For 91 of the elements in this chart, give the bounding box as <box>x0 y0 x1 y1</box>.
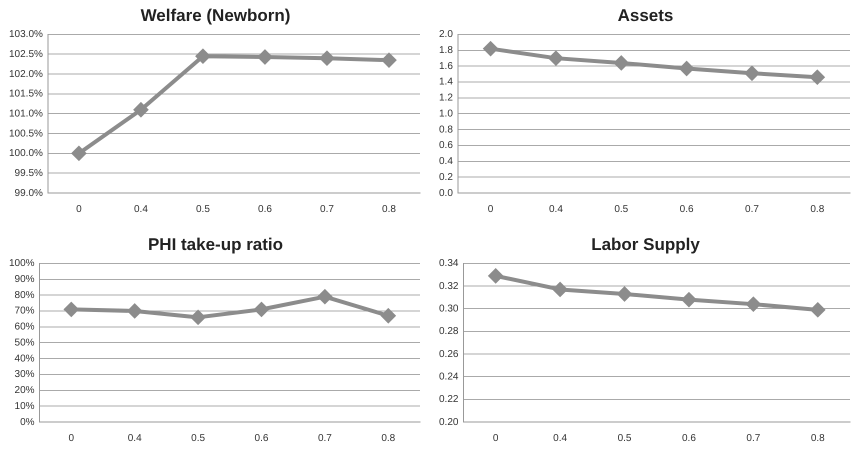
x-tick-label: 0.5 <box>191 432 206 444</box>
x-tick-label: 0.4 <box>553 432 568 444</box>
y-tick-label: 102.5% <box>8 48 44 60</box>
y-tick-label: 0.20 <box>438 416 459 428</box>
y-tick-label: 101.0% <box>8 108 44 120</box>
x-tick-label: 0 <box>76 204 82 215</box>
x-tick-label: 0.6 <box>254 432 269 444</box>
point <box>488 268 503 283</box>
y-tick-label: 10% <box>14 400 35 412</box>
chart-title: Labor Supply <box>591 234 700 254</box>
point <box>128 304 142 318</box>
y-tick-label: 100% <box>9 258 35 270</box>
point <box>320 51 334 66</box>
x-tick-label: 0.8 <box>810 204 825 215</box>
point <box>191 310 206 324</box>
x-tick-label: 0.7 <box>320 204 334 215</box>
y-tick-label: 100.5% <box>8 128 44 140</box>
y-tick-label: 60% <box>14 322 35 333</box>
y-tick-label: 20% <box>14 385 35 396</box>
point <box>64 302 78 316</box>
y-tick-label: 99.0% <box>14 188 44 199</box>
x-tick-label: 0.7 <box>745 204 760 215</box>
y-tick-label: 50% <box>14 337 35 348</box>
y-tick-label: 100.0% <box>8 148 44 160</box>
y-tick-label: 1.0 <box>438 108 454 120</box>
point <box>553 282 568 296</box>
x-tick-label: 0 <box>492 432 499 444</box>
point <box>382 53 396 68</box>
point <box>196 49 210 64</box>
y-tick-label: 90% <box>14 274 35 286</box>
x-tick-label: 0.6 <box>680 204 694 215</box>
y-tick-label: 1.6 <box>438 60 454 72</box>
point <box>318 290 332 304</box>
x-tick-label: 0.8 <box>381 432 396 444</box>
x-tick-label: 0.7 <box>318 432 332 444</box>
y-tick-label: 1.2 <box>438 92 454 104</box>
point <box>682 292 696 307</box>
x-tick-label: 0 <box>68 432 74 444</box>
y-tick-label: 1.8 <box>438 45 454 56</box>
x-tick-label: 0.4 <box>548 204 564 215</box>
x-tick-label: 0.7 <box>746 432 761 444</box>
point <box>254 302 268 316</box>
y-tick-label: 80% <box>14 290 35 301</box>
y-tick-label: 0.24 <box>438 371 459 382</box>
y-tick-label: 70% <box>14 306 35 317</box>
point <box>614 56 628 70</box>
y-tick-label: 102.0% <box>8 68 44 80</box>
chart-title: Assets <box>618 6 674 25</box>
x-tick-label: 0.5 <box>614 204 629 215</box>
y-tick-label: 0.30 <box>438 303 459 314</box>
y-tick-label: 0.26 <box>438 348 459 360</box>
x-tick-label: 0.5 <box>196 204 210 215</box>
y-tick-label: 2.0 <box>438 29 454 40</box>
chart-title: PHI take-up ratio <box>148 234 284 254</box>
y-tick-label: 101.5% <box>8 88 44 100</box>
point <box>744 66 759 80</box>
x-tick-label: 0.4 <box>128 432 142 444</box>
y-tick-label: 40% <box>14 353 35 364</box>
point <box>810 70 824 84</box>
point <box>746 297 760 312</box>
point <box>258 50 272 64</box>
x-tick-label: 0.6 <box>682 432 696 444</box>
y-tick-label: 103.0% <box>8 29 44 40</box>
y-tick-label: 0.4 <box>438 156 454 168</box>
y-tick-label: 30% <box>14 369 35 380</box>
chart-title: Welfare (Newborn) <box>140 6 290 25</box>
point <box>72 146 86 160</box>
point <box>134 102 148 117</box>
x-tick-label: 0.4 <box>134 204 148 215</box>
y-tick-label: 0.0 <box>438 188 454 199</box>
y-tick-label: 0.2 <box>438 172 454 183</box>
y-tick-label: 0.8 <box>438 124 454 136</box>
x-tick-label: 0.8 <box>810 432 826 444</box>
point <box>548 51 563 66</box>
x-tick-label: 0.6 <box>258 204 272 215</box>
y-tick-label: 0.6 <box>438 140 454 152</box>
y-tick-label: 0% <box>20 416 35 428</box>
x-tick-label: 0.8 <box>382 204 396 215</box>
x-tick-label: 0 <box>488 204 494 215</box>
point <box>810 302 825 317</box>
y-tick-label: 0.34 <box>438 258 459 270</box>
point <box>618 286 632 301</box>
point <box>680 62 694 76</box>
x-tick-label: 0.5 <box>618 432 632 444</box>
y-tick-label: 0.22 <box>438 394 459 406</box>
point <box>381 308 396 323</box>
y-tick-label: 0.32 <box>438 280 459 292</box>
y-tick-label: 1.4 <box>438 76 454 88</box>
y-tick-label: 99.5% <box>14 168 44 179</box>
y-tick-label: 0.28 <box>438 326 459 338</box>
point <box>484 42 498 56</box>
